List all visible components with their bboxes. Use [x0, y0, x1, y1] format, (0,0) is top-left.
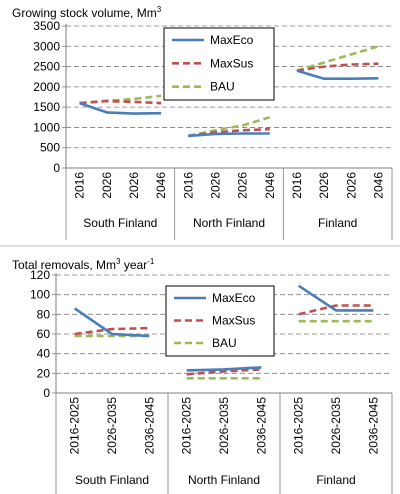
y-tick-label: 20 [37, 366, 51, 380]
series-line-maxeco [296, 69, 379, 80]
chart-title-main: Growing stock volume, Mm [12, 6, 157, 20]
x-tick-label: 2026 [100, 172, 114, 199]
x-tick-label: 2016 [290, 172, 304, 199]
group-label: Finland [318, 216, 357, 230]
group-label: South Finland [83, 216, 157, 230]
x-tick-label: 2036-2045 [142, 397, 156, 455]
y-tick-label: 40 [37, 347, 51, 361]
x-tick-label: 2026 [236, 172, 250, 199]
legend-label: MaxSus [210, 56, 253, 70]
y-tick-label: 60 [37, 327, 51, 341]
x-tick-label: 2046 [154, 172, 168, 199]
y-tick-label: 0 [53, 161, 60, 175]
group-label: North Finland [193, 216, 265, 230]
series-line-maxsus [186, 368, 262, 376]
series-line-bau [296, 45, 379, 72]
chart-title: Growing stock volume, Mm3 [12, 5, 162, 20]
series-line-maxsus [296, 62, 379, 72]
y-tick-label: 3000 [33, 39, 60, 53]
legend-label: BAU [210, 80, 235, 94]
series-line-maxeco [79, 101, 162, 115]
series-line-maxeco [73, 307, 150, 338]
x-tick-label: 2036-2045 [366, 397, 380, 455]
legend-label: BAU [212, 336, 237, 350]
legend-label: MaxEco [210, 33, 254, 47]
chart-title-suffix: year [120, 258, 147, 272]
series-line-maxsus [298, 304, 374, 316]
chart-title: Total removals, Mm3 year-1 [12, 257, 155, 272]
x-tick-label: 2046 [371, 172, 385, 199]
x-tick-label: 2016 [181, 172, 195, 199]
y-tick-label: 1000 [33, 120, 60, 134]
total-removals-chart: Total removals, Mm3 year-1 0 20 40 60 80 100 12… [12, 257, 393, 494]
x-tick-label: 2036-2045 [254, 397, 268, 455]
x-tick-label: 2026-2035 [329, 397, 343, 455]
x-tick-label: 2026 [127, 172, 141, 199]
x-tick-label: 2026 [344, 172, 358, 199]
x-tick-label: 2046 [263, 172, 277, 199]
x-tick-label: 2016-2025 [68, 397, 82, 455]
legend: MaxEco MaxSus BAU [163, 27, 275, 101]
y-tick-label: 3500 [33, 19, 60, 33]
series-line-maxsus [74, 326, 150, 336]
series-line-maxeco [188, 132, 270, 138]
legend-label: MaxEco [212, 291, 256, 305]
y-tick-label: 120 [30, 268, 50, 282]
x-tick-label: 2026 [208, 172, 222, 199]
y-tick-label: 500 [40, 141, 60, 155]
x-tick-label: 2016-2025 [180, 397, 194, 455]
chart-title-sup: 3 [157, 5, 162, 14]
legend-label: MaxSus [212, 314, 255, 328]
chart-title-main: Total removals, Mm [12, 258, 116, 272]
growing-stock-chart: Growing stock volume, Mm3 0 500 1000 1500 200… [12, 5, 393, 240]
y-tick-label: 100 [30, 288, 50, 302]
chart-title-sup: 3 [116, 257, 121, 266]
group-label: North Finland [188, 473, 260, 487]
x-tick-label: 2026-2035 [217, 397, 231, 455]
group-label: South Finland [75, 473, 149, 487]
x-tick-label: 2016-2025 [292, 397, 306, 455]
series-line-maxeco [186, 366, 262, 372]
x-tick-label: 2016 [73, 172, 87, 199]
chart-title-sup2: -1 [147, 257, 155, 266]
y-tick-label: 2500 [33, 60, 60, 74]
group-label: Finland [316, 473, 355, 487]
y-tick-label: 0 [43, 386, 50, 400]
x-tick-label: 2026 [317, 172, 331, 199]
series-line-maxsus [79, 99, 162, 105]
y-tick-label: 80 [37, 307, 51, 321]
legend: MaxEco MaxSus BAU [165, 285, 275, 357]
series-line-maxeco [297, 284, 374, 312]
x-tick-label: 2026-2035 [105, 397, 119, 455]
y-tick-label: 2000 [33, 80, 60, 94]
y-tick-label: 1500 [33, 100, 60, 114]
